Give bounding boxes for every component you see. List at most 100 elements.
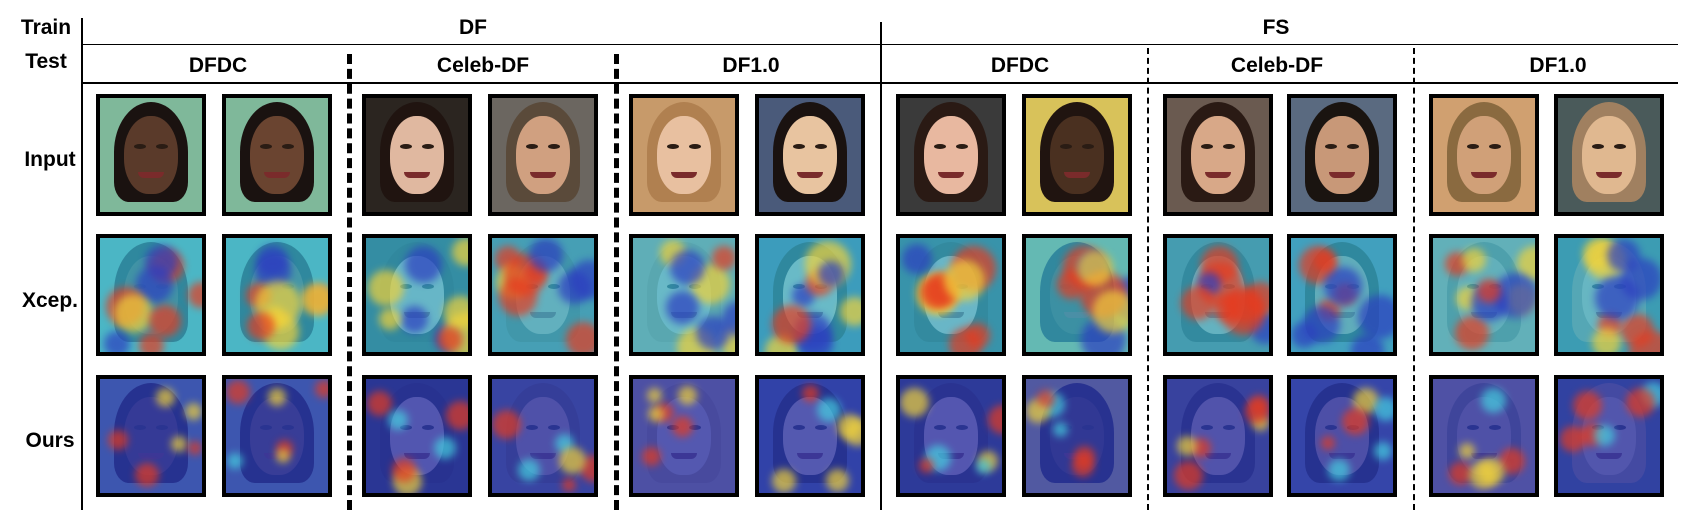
test-group-df-df10: DF1.0 [722,54,780,77]
eye-shape [815,144,827,149]
input-image-2 [222,94,332,216]
input-image-6 [755,94,865,216]
mouth-shape [404,172,430,178]
heat-blob [301,283,328,316]
heat-blob [188,282,202,308]
ours-image-3 [362,375,472,497]
heat-blob [446,401,468,430]
test-group-df-dfdc: DFDC [188,54,248,77]
face-shape [124,116,178,194]
xcep-image-1 [96,234,206,356]
eye-shape [1325,144,1337,149]
heat-blob [1374,397,1393,421]
eye-shape [1467,144,1479,149]
face-shape [924,116,978,194]
ours-image-6 [755,375,865,497]
heat-blob [405,246,442,283]
eye-shape [548,144,560,149]
test-group-fs-celebdf: Celeb-DF [1230,54,1324,77]
eye-shape [793,144,805,149]
heat-blob [1455,316,1489,350]
heat-blob [1313,250,1335,272]
mouth-shape [1205,172,1231,178]
heat-blob [670,250,705,285]
test-label: Test [25,50,67,73]
heat-blob [1481,388,1506,413]
train-group-fs: FS [1262,16,1290,39]
face-shape [657,116,711,194]
heat-blob [559,447,586,474]
heat-blob [802,385,819,402]
ours-image-8 [1022,375,1132,497]
input-image-3 [362,94,472,216]
heat-blob [368,270,404,306]
face-shape [1191,116,1245,194]
heat-blob [188,441,202,455]
test-group-fs-dfdc: DFDC [990,54,1050,77]
row-label-input: Input [24,148,76,171]
eye-shape [1060,144,1072,149]
df-fs-vertical-line [880,22,882,510]
eye-shape [1592,144,1604,149]
xcep-image-5 [629,234,739,356]
heat-blob [1560,426,1586,452]
ours-image-7 [896,375,1006,497]
heat-blob [437,327,462,352]
heat-blob [1469,461,1497,489]
eye-shape [956,144,968,149]
heat-blob [171,436,187,452]
heat-blob [965,323,990,348]
face-shape [390,116,444,194]
heat-blob [988,405,1002,434]
ours-image-1 [96,375,206,497]
heat-blob [837,414,861,439]
face-shape [1582,116,1636,194]
heat-blob [678,386,697,405]
eye-shape [934,144,946,149]
heat-blob [1037,390,1055,408]
heat-blob [518,459,540,481]
heat-blob [1594,425,1615,446]
heat-blob [840,297,861,326]
heat-blob [452,238,468,266]
heat-blob [1181,286,1215,320]
heat-blob [1174,461,1203,490]
heat-blob [1072,455,1094,477]
heat-blob [1358,295,1393,339]
mouth-shape [938,172,964,178]
mouth-shape [797,172,823,178]
xcep-image-10 [1287,234,1397,356]
heat-blob [257,245,288,276]
mouth-shape [138,172,164,178]
heat-blob [666,291,699,324]
input-image-11 [1429,94,1539,216]
face-shape [250,116,304,194]
heat-blob [900,388,929,417]
xcep-image-7 [896,234,1006,356]
input-image-8 [1022,94,1132,216]
xcep-image-6 [755,234,865,356]
mouth-shape [1471,172,1497,178]
eye-shape [400,144,412,149]
heat-blob [1629,331,1660,352]
df-dashed-separator-1 [347,54,352,510]
eye-shape [1201,144,1213,149]
heat-blob [315,380,328,398]
ours-image-5 [629,375,739,497]
eye-shape [526,144,538,149]
fs-dashed-separator-1 [1147,48,1149,510]
row-label-ours: Ours [25,429,75,452]
heat-blob [976,459,991,474]
heat-blob [1607,239,1640,272]
heat-blob [1303,306,1340,343]
heat-blob [492,410,521,439]
heat-blob [226,380,250,404]
heat-blob [1595,276,1639,320]
heat-blob [818,261,844,287]
heat-blob [149,305,181,337]
heat-blob [1626,388,1655,417]
heat-blob [1077,250,1113,286]
heat-blob [108,430,128,450]
xcep-image-9 [1163,234,1273,356]
heat-blob [1449,462,1472,485]
